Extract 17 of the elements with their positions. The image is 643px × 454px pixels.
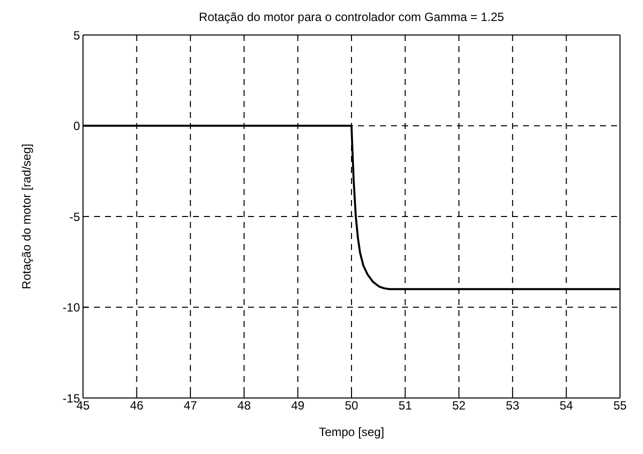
y-axis-title: Rotação do motor [rad/seg] [19, 144, 34, 290]
y-tick-label: 0 [73, 119, 80, 134]
x-tick-label: 50 [344, 398, 358, 413]
x-tick-label: 48 [237, 398, 252, 413]
x-tick-label: 47 [184, 398, 198, 413]
x-tick-label: 49 [291, 398, 305, 413]
x-tick-label: 51 [398, 398, 412, 413]
y-tick-label: 5 [73, 28, 80, 42]
y-tick-label: -10 [62, 300, 80, 315]
x-tick-label: 46 [130, 398, 144, 413]
x-tick-label: 52 [452, 398, 466, 413]
x-tick-label: 54 [560, 398, 574, 413]
x-tick-label: 53 [506, 398, 520, 413]
x-axis-title: Tempo [seg] [318, 425, 384, 439]
chart-title: Rotação do motor para o controlador com Gamma = 1.25 [198, 9, 506, 26]
x-tick-label: 55 [613, 398, 627, 413]
y-tick-label: -5 [69, 210, 80, 224]
